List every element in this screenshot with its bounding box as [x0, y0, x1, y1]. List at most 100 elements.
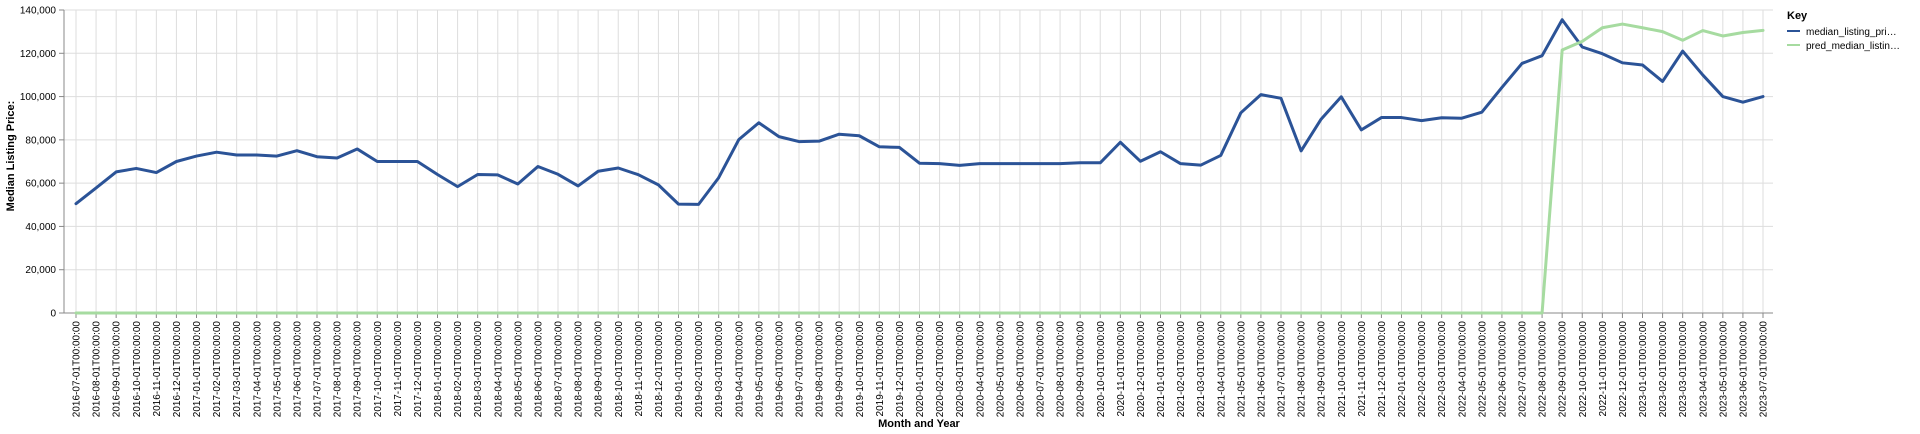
y-tick-label: 0	[50, 309, 56, 320]
y-axis-title: Median Listing Price:	[5, 101, 17, 212]
y-tick-label: 120,000	[20, 49, 57, 60]
x-tick-label: 2020-07-01T00:00:00	[1036, 321, 1047, 418]
x-tick-label: 2020-11-01T00:00:00	[1116, 321, 1127, 417]
x-tick-label: 2019-05-01T00:00:00	[754, 321, 765, 418]
x-tick-label: 2019-06-01T00:00:00	[774, 321, 785, 418]
x-tick-label: 2022-02-01T00:00:00	[1417, 321, 1428, 418]
x-tick-label: 2023-03-01T00:00:00	[1678, 321, 1689, 418]
x-tick-label: 2017-01-01T00:00:00	[192, 321, 203, 418]
x-tick-label: 2020-01-01T00:00:00	[915, 321, 926, 418]
x-tick-label: 2017-09-01T00:00:00	[353, 321, 364, 418]
legend: Key median_listing_pri… pred_median_list…	[1787, 10, 1900, 52]
x-tick-label: 2016-12-01T00:00:00	[172, 321, 183, 418]
y-tick-label: 140,000	[20, 6, 57, 17]
series-line-median-listing-price	[74, 18, 1765, 206]
x-tick-label: 2017-07-01T00:00:00	[313, 321, 324, 418]
x-tick-label: 2018-10-01T00:00:00	[614, 321, 625, 418]
y-tick-label: 80,000	[25, 135, 56, 146]
x-tick-label: 2023-04-01T00:00:00	[1698, 321, 1709, 418]
x-tick-label: 2017-06-01T00:00:00	[292, 321, 303, 418]
x-tick-label: 2022-10-01T00:00:00	[1578, 321, 1589, 418]
x-tick-label: 2018-07-01T00:00:00	[554, 321, 565, 418]
x-tick-label: 2018-03-01T00:00:00	[473, 321, 484, 418]
y-tick-label: 20,000	[25, 265, 56, 276]
x-tick-label: 2021-09-01T00:00:00	[1317, 321, 1328, 418]
x-tick-label: 2023-05-01T00:00:00	[1718, 321, 1729, 418]
x-tick-label: 2019-08-01T00:00:00	[815, 321, 826, 418]
x-tick-label: 2018-06-01T00:00:00	[533, 321, 544, 418]
x-tick-label: 2017-10-01T00:00:00	[373, 321, 384, 418]
x-tick-label: 2021-12-01T00:00:00	[1377, 321, 1388, 418]
x-tick-label: 2022-12-01T00:00:00	[1618, 321, 1629, 418]
x-tick-label: 2020-02-01T00:00:00	[935, 321, 946, 418]
y-tick-label: 100,000	[20, 92, 57, 103]
x-tick-label: 2020-06-01T00:00:00	[1015, 321, 1026, 418]
x-tick-label: 2023-06-01T00:00:00	[1738, 321, 1749, 418]
x-tick-label: 2018-12-01T00:00:00	[654, 321, 665, 418]
x-tick-label: 2017-05-01T00:00:00	[272, 321, 283, 418]
x-tick-label: 2016-07-01T00:00:00	[72, 321, 83, 418]
x-tick-label: 2017-02-01T00:00:00	[212, 321, 223, 418]
series-line-pred-median-listing-price	[74, 22, 1765, 315]
x-tick-label: 2019-09-01T00:00:00	[835, 321, 846, 418]
grid-lines	[64, 9, 1773, 314]
series-lines	[74, 18, 1765, 315]
x-tick-label: 2022-08-01T00:00:00	[1538, 321, 1549, 418]
x-tick-label: 2022-01-01T00:00:00	[1397, 321, 1408, 418]
x-tick-label: 2018-05-01T00:00:00	[513, 321, 524, 418]
x-tick-label: 2021-10-01T00:00:00	[1337, 321, 1348, 418]
x-tick-label: 2023-07-01T00:00:00	[1759, 321, 1770, 418]
x-tick-label: 2017-04-01T00:00:00	[252, 321, 263, 418]
x-tick-label: 2020-05-01T00:00:00	[995, 321, 1006, 418]
x-tick-label: 2018-08-01T00:00:00	[574, 321, 585, 418]
x-tick-label: 2019-04-01T00:00:00	[734, 321, 745, 418]
x-tick-label: 2022-07-01T00:00:00	[1518, 321, 1529, 418]
x-tick-label: 2022-05-01T00:00:00	[1477, 321, 1488, 418]
x-tick-label: 2020-10-01T00:00:00	[1096, 321, 1107, 418]
x-tick-label: 2018-11-01T00:00:00	[634, 321, 645, 417]
x-tick-label: 2019-07-01T00:00:00	[795, 321, 806, 418]
x-tick-label: 2022-09-01T00:00:00	[1558, 321, 1569, 418]
y-tick-label: 40,000	[25, 222, 56, 233]
x-tick-label: 2022-03-01T00:00:00	[1437, 321, 1448, 418]
x-tick-label: 2022-04-01T00:00:00	[1457, 321, 1468, 418]
x-tick-label: 2018-04-01T00:00:00	[493, 321, 504, 418]
x-tick-label: 2017-11-01T00:00:00	[393, 321, 404, 417]
x-tick-label: 2020-03-01T00:00:00	[955, 321, 966, 418]
x-tick-label: 2018-02-01T00:00:00	[453, 321, 464, 418]
x-tick-label: 2019-12-01T00:00:00	[895, 321, 906, 418]
x-tick-label: 2021-06-01T00:00:00	[1256, 321, 1267, 418]
x-tick-label: 2017-12-01T00:00:00	[413, 321, 424, 418]
x-tick-label: 2021-01-01T00:00:00	[1156, 321, 1167, 418]
x-tick-label: 2020-12-01T00:00:00	[1136, 321, 1147, 418]
x-tick-label: 2019-11-01T00:00:00	[875, 321, 886, 417]
x-tick-label: 2019-03-01T00:00:00	[714, 321, 725, 418]
x-tick-label: 2023-01-01T00:00:00	[1638, 321, 1649, 418]
x-tick-label: 2021-07-01T00:00:00	[1277, 321, 1288, 418]
x-tick-label: 2022-06-01T00:00:00	[1497, 321, 1508, 418]
x-tick-label: 2018-09-01T00:00:00	[594, 321, 605, 418]
x-axis-title: Month and Year	[878, 418, 960, 430]
x-tick-label: 2020-08-01T00:00:00	[1056, 321, 1067, 418]
y-tick-label: 60,000	[25, 179, 56, 190]
x-tick-label: 2017-08-01T00:00:00	[333, 321, 344, 418]
axes: 0 20,000 40,000 60,000 80,000 100,000 120,000 1…	[20, 6, 1773, 418]
x-tick-label: 2016-10-01T00:00:00	[132, 321, 143, 418]
x-tick-label: 2021-11-01T00:00:00	[1357, 321, 1368, 417]
x-tick-label: 2020-04-01T00:00:00	[975, 321, 986, 418]
x-tick-label: 2019-01-01T00:00:00	[674, 321, 685, 418]
legend-label-median: median_listing_pri…	[1806, 27, 1897, 38]
x-tick-label: 2020-09-01T00:00:00	[1076, 321, 1087, 418]
x-tick-label: 2017-03-01T00:00:00	[232, 321, 243, 418]
legend-label-pred: pred_median_listin…	[1806, 41, 1900, 52]
x-tick-label: 2021-03-01T00:00:00	[1196, 321, 1207, 418]
legend-title: Key	[1787, 10, 1808, 22]
x-tick-label: 2021-05-01T00:00:00	[1236, 321, 1247, 418]
x-tick-label: 2021-02-01T00:00:00	[1176, 321, 1187, 418]
x-tick-label: 2016-09-01T00:00:00	[112, 321, 123, 418]
x-tick-label: 2016-08-01T00:00:00	[92, 321, 103, 418]
x-tick-label: 2018-01-01T00:00:00	[433, 321, 444, 418]
x-tick-label: 2021-04-01T00:00:00	[1216, 321, 1227, 418]
